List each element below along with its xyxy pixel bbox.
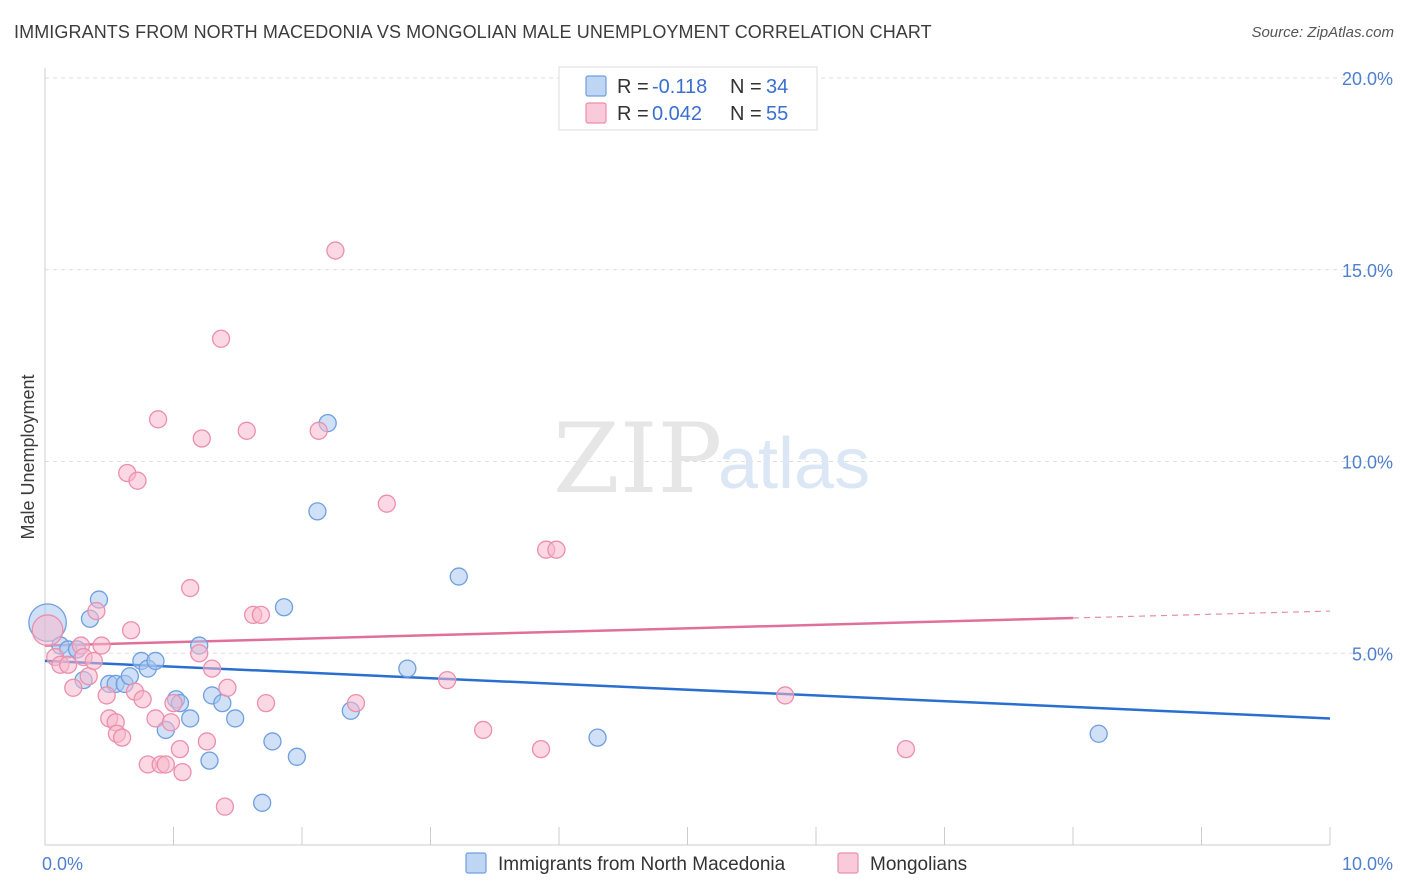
bottom-legend-label: Immigrants from North Macedonia	[498, 854, 786, 875]
pink-point	[346, 693, 366, 713]
x-tick-labels: 0.0% 10.0%	[42, 854, 1393, 874]
x-tick-label: 10.0%	[1342, 854, 1393, 874]
legend-r-value: -0.118	[652, 76, 707, 98]
pink-point	[173, 762, 192, 782]
pink-point	[202, 659, 222, 678]
legend-n-value: 55	[766, 103, 788, 125]
pink-point	[148, 410, 168, 429]
pink-point	[190, 644, 209, 663]
pink-point	[156, 755, 175, 774]
blue-point	[449, 567, 468, 586]
pink-point	[251, 605, 271, 625]
pink-point	[197, 732, 217, 751]
trend-line-pink	[44, 616, 1074, 647]
blue-point	[398, 659, 417, 678]
pink-point	[192, 429, 211, 448]
bottom-legend-swatch-blue	[465, 852, 487, 874]
legend-n-label: N =	[730, 103, 762, 125]
y-tick-labels: 5.0% 10.0% 15.0% 20.0%	[1342, 69, 1393, 664]
watermark: ZIP atlas	[553, 403, 870, 515]
blue-point	[588, 728, 607, 747]
pink-point	[112, 728, 132, 747]
axes	[44, 68, 1331, 846]
legend-r-label: R =	[617, 103, 649, 125]
y-tick-label: 5.0%	[1352, 644, 1393, 664]
pink-point	[170, 739, 190, 759]
legend-n-value: 34	[766, 76, 788, 98]
pink-point	[531, 739, 551, 759]
pink-point	[64, 678, 83, 697]
pink-point	[146, 709, 165, 728]
trend-lines	[44, 610, 1331, 720]
pink-point	[92, 636, 111, 655]
pink-point	[776, 686, 795, 705]
x-tick-label: 0.0%	[42, 854, 83, 874]
gridlines	[45, 77, 1392, 654]
watermark-atlas: atlas	[718, 424, 870, 504]
chart-title: IMMIGRANTS FROM NORTH MACEDONIA VS MONGO…	[14, 22, 932, 42]
pink-point	[256, 693, 276, 713]
blue-point	[120, 667, 139, 686]
pink-point	[896, 739, 916, 759]
pink-point	[309, 421, 328, 440]
pink-point	[128, 471, 147, 490]
watermark-zip: ZIP	[553, 403, 722, 515]
pink-point	[211, 329, 231, 348]
legend-r-label: R =	[617, 76, 649, 98]
pink-point	[97, 686, 116, 705]
blue-point	[146, 651, 165, 671]
legend-swatch-pink	[585, 102, 607, 124]
pink-point	[58, 655, 78, 674]
chart-source: Source: ZipAtlas.com	[1251, 24, 1394, 41]
legend-r-value: 0.042	[652, 103, 702, 125]
blue-point	[308, 502, 327, 521]
pink-point	[87, 601, 106, 621]
pink-point	[237, 421, 256, 440]
legend: R = -0.118 N = 34 R = 0.042 N = 55	[558, 66, 818, 131]
pink-point	[161, 713, 181, 732]
y-tick-label: 15.0%	[1342, 261, 1393, 281]
y-tick-label: 20.0%	[1342, 69, 1393, 89]
blue-point	[253, 793, 272, 812]
pink-point	[218, 678, 237, 697]
pink-point	[474, 720, 493, 740]
blue-point	[213, 693, 232, 713]
blue-point	[226, 709, 245, 728]
blue-point	[274, 598, 294, 617]
blue-point	[1089, 724, 1108, 743]
bottom-legend-label: Mongolians	[870, 854, 967, 875]
pink-point	[215, 797, 235, 816]
trend-line-blue	[44, 659, 1331, 720]
pink-point	[377, 494, 396, 513]
blue-point	[200, 751, 219, 770]
y-tick-label: 10.0%	[1342, 453, 1393, 473]
pink-point	[31, 614, 64, 647]
pink-point	[326, 241, 345, 260]
y-axis-label: Male Unemployment	[18, 374, 38, 539]
bottom-legend-swatch-pink	[837, 852, 859, 874]
trend-line-extension	[1072, 610, 1331, 619]
pink-point	[181, 578, 200, 598]
pink-point	[79, 667, 98, 686]
pink-point	[133, 690, 152, 709]
pink-point	[164, 693, 183, 713]
legend-swatch-blue	[585, 75, 607, 97]
pink-point	[438, 670, 457, 690]
bottom-legend: Immigrants from North Macedonia Mongolia…	[465, 852, 967, 875]
blue-point	[287, 747, 307, 766]
points-layer	[28, 241, 1108, 816]
blue-point	[181, 709, 200, 728]
pink-point	[84, 651, 103, 671]
legend-n-label: N =	[730, 76, 762, 98]
pink-point	[547, 540, 566, 559]
blue-point	[263, 732, 282, 751]
pink-point	[121, 621, 141, 640]
